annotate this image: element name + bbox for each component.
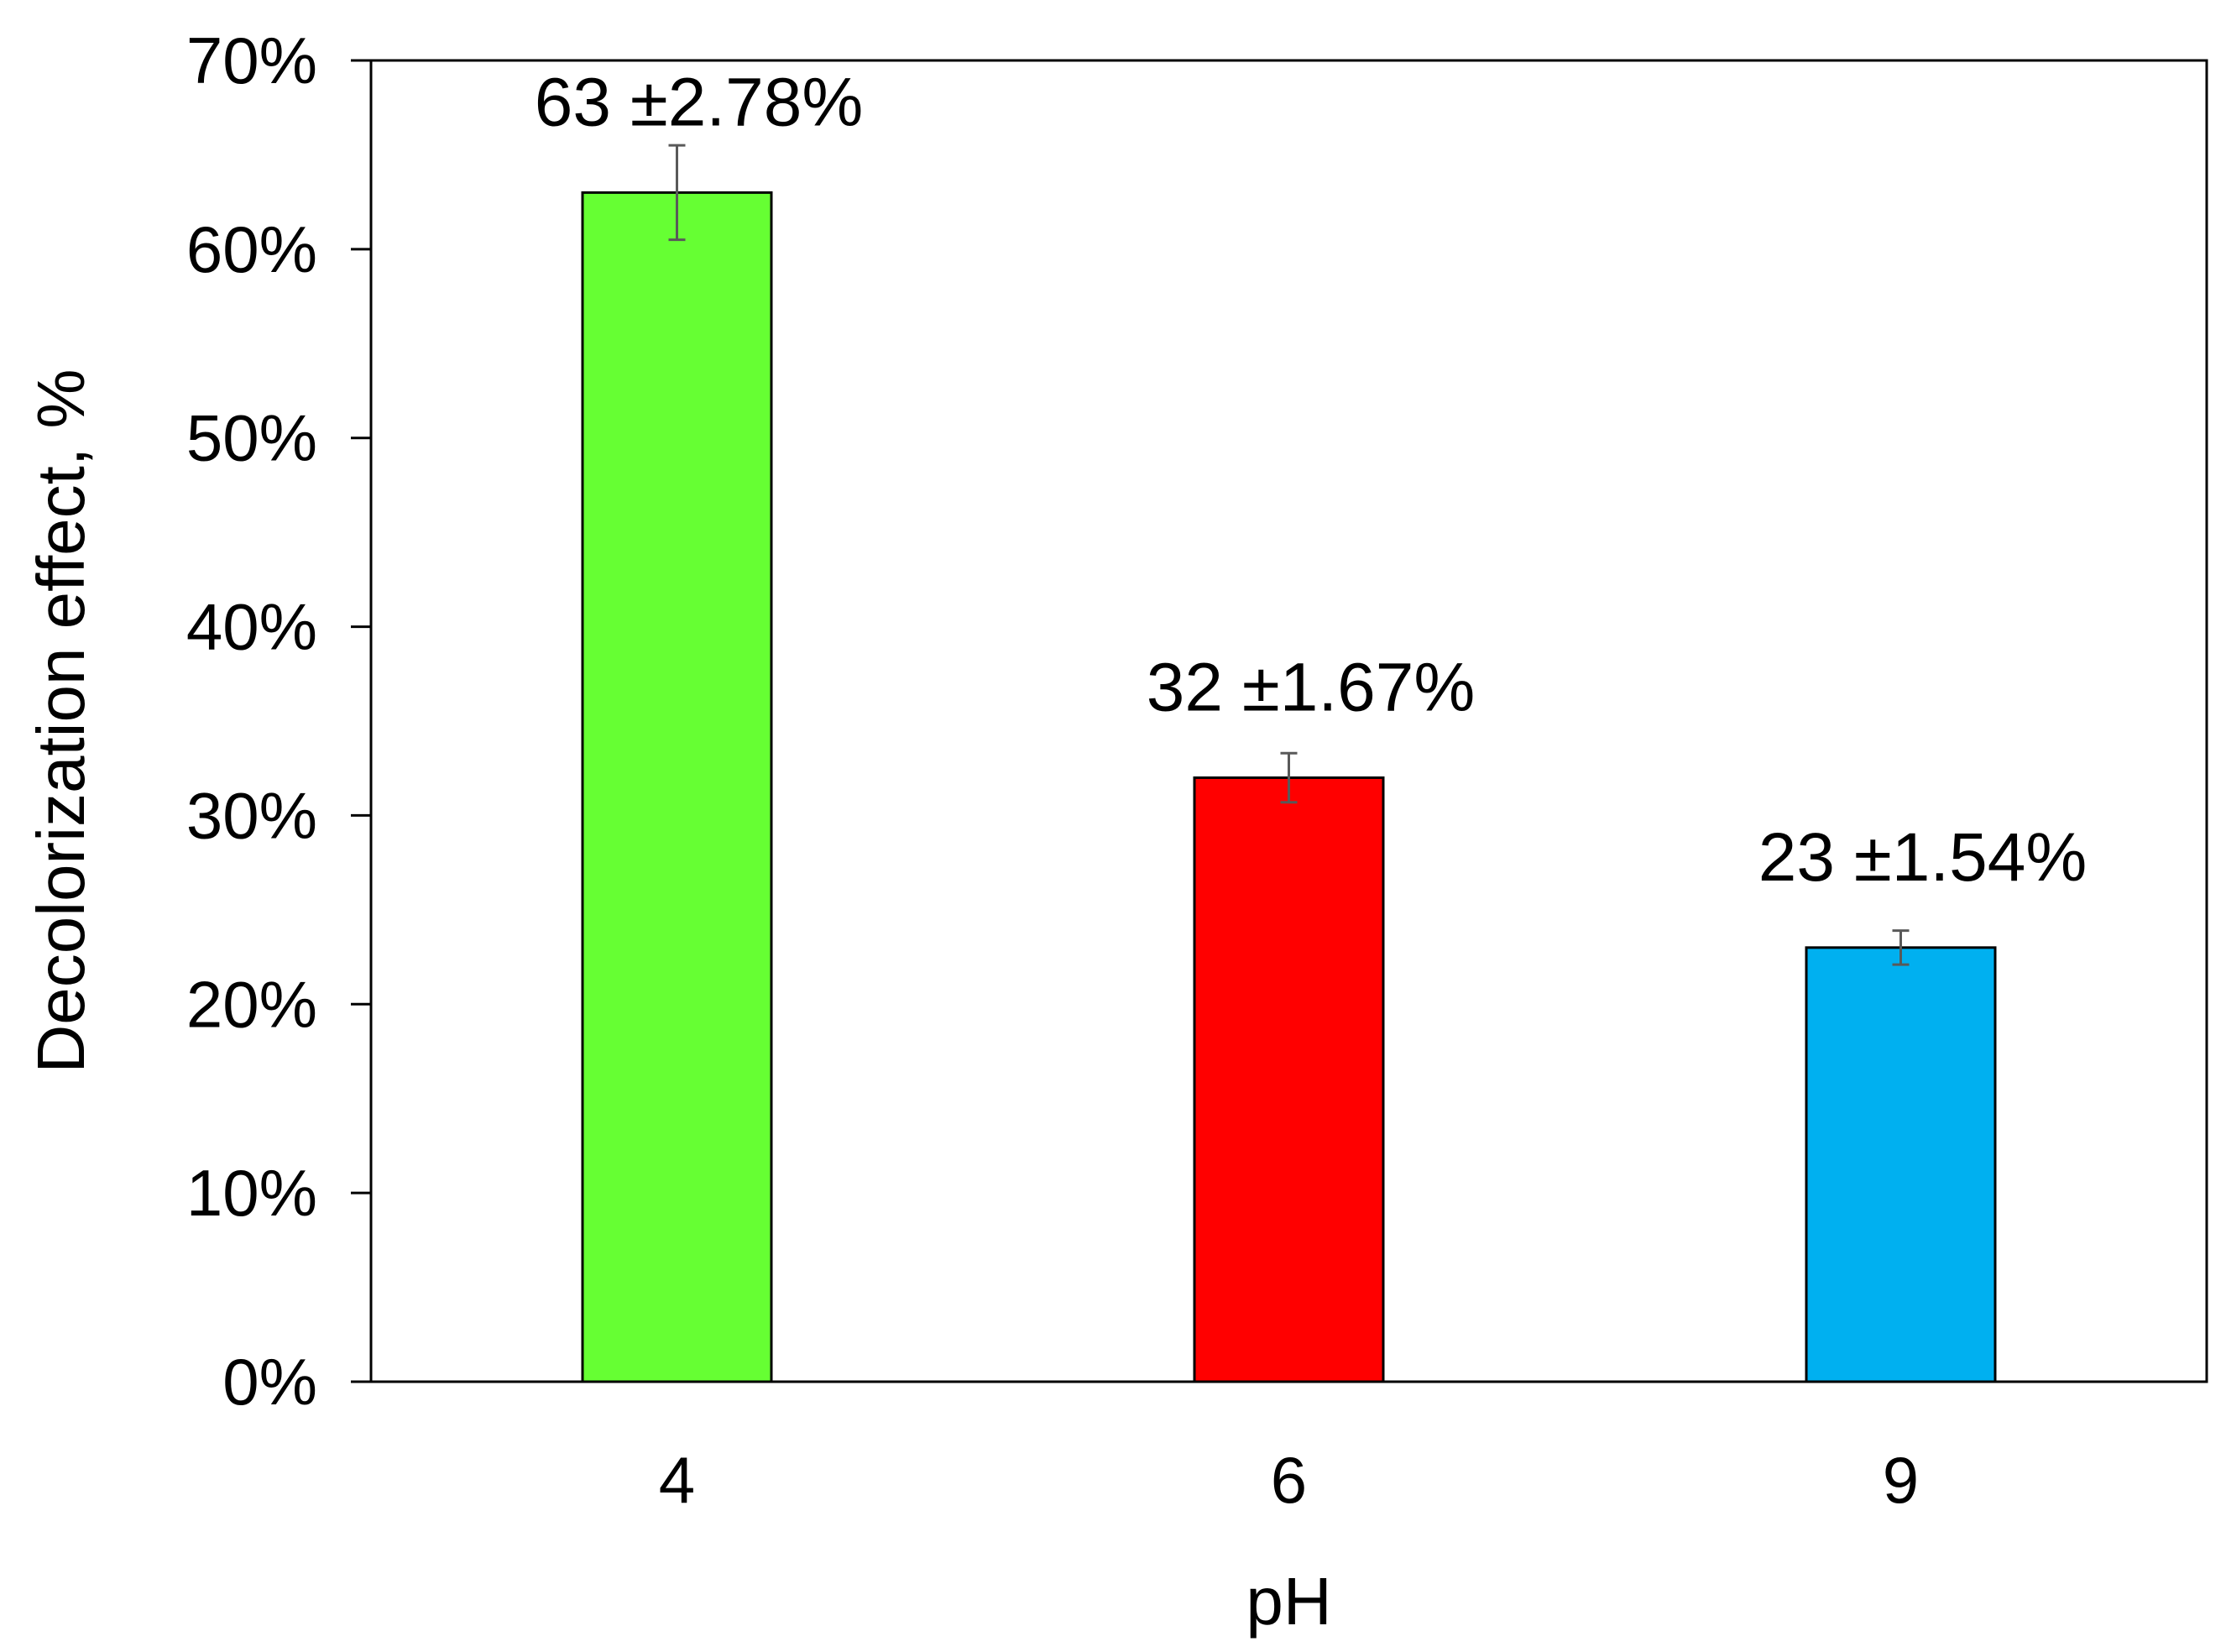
x-tick-label: 9: [1883, 1443, 1919, 1517]
bar: [1805, 946, 1997, 1383]
y-tick-label: 0%: [222, 1345, 317, 1419]
data-label: 23 ±1.54%: [1758, 819, 2088, 896]
x-tick-label: 6: [1271, 1443, 1307, 1517]
bar: [581, 191, 773, 1383]
y-tick-label: 10%: [186, 1156, 317, 1230]
data-label: 63 ±2.78%: [535, 64, 864, 140]
x-axis-title: pH: [1246, 1564, 1331, 1639]
data-label: 32 ±1.67%: [1147, 649, 1476, 725]
y-tick-label: 20%: [186, 967, 317, 1041]
y-tick-label: 70%: [186, 24, 317, 97]
y-tick-label: 30%: [186, 778, 317, 852]
x-tick-label: 4: [659, 1443, 695, 1517]
y-axis-title: Decolorization effect, %: [24, 369, 98, 1074]
y-tick-label: 40%: [186, 590, 317, 664]
y-tick-label: 50%: [186, 401, 317, 475]
y-tick-label: 60%: [186, 212, 317, 286]
bar: [1193, 776, 1385, 1383]
